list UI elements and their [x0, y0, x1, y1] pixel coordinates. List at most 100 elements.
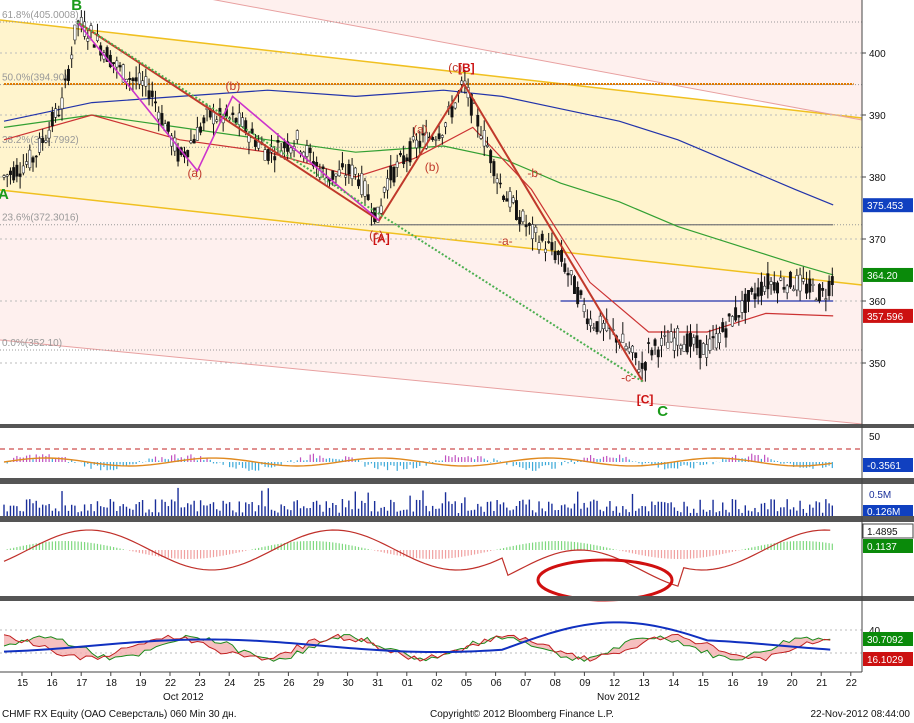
- macd-badge-1: [862, 523, 914, 539]
- x-tick-label: 16: [727, 678, 739, 689]
- candle-body: [389, 165, 393, 181]
- candle-body: [563, 263, 567, 272]
- y-tick-label: 400: [869, 49, 886, 60]
- candle-body: [753, 293, 757, 300]
- candles: [2, 10, 834, 382]
- candle-body: [531, 224, 535, 239]
- candle-body: [392, 166, 396, 183]
- volume-panel: 0.5M 0.126M: [3, 487, 913, 518]
- candle-body: [334, 173, 338, 177]
- candle-body: [266, 149, 270, 161]
- candle-body: [624, 345, 628, 350]
- candle-body: [141, 80, 145, 86]
- channel-line-upper: [0, 19, 863, 119]
- x-tick-label: 05: [461, 678, 473, 689]
- candle-body: [811, 283, 815, 286]
- x-tick-label: 26: [283, 678, 295, 689]
- candle-body: [582, 304, 586, 313]
- candle-body: [379, 205, 383, 214]
- y-tick-label: 350: [869, 359, 886, 370]
- candle-body: [373, 207, 377, 223]
- x-tick-label: 15: [698, 678, 710, 689]
- candle-body: [273, 156, 277, 161]
- candle-body: [689, 332, 692, 347]
- candle-body: [415, 139, 418, 149]
- candle-body: [634, 352, 638, 358]
- candle-body: [315, 161, 319, 167]
- x-tick-label: 02: [431, 678, 443, 689]
- candle-body: [363, 180, 367, 197]
- price-value-label: 364.20: [867, 271, 898, 282]
- candle-body: [15, 164, 19, 177]
- y-tick-label: 360: [869, 297, 886, 308]
- fib-label: 0.0%(352.10): [2, 338, 62, 349]
- candle-body: [672, 337, 676, 351]
- fib-label: 50.0%(394.90): [2, 73, 68, 84]
- x-tick-label: 13: [639, 678, 651, 689]
- candle-body: [321, 166, 325, 169]
- candle-body: [769, 281, 773, 285]
- candle-body: [763, 285, 767, 292]
- adx-line: [3, 621, 831, 654]
- yellow-channel: [0, 20, 862, 285]
- volume-badge: [863, 505, 913, 518]
- x-tick-label: 12: [609, 678, 621, 689]
- oscillator-tick-label: 50: [869, 432, 881, 443]
- candle-body: [666, 341, 670, 349]
- x-tick-label: 21: [816, 678, 828, 689]
- x-tick-label: 20: [787, 678, 799, 689]
- volume-tick-label: 0.5M: [869, 490, 891, 501]
- candle-body: [344, 175, 348, 178]
- candle-body: [750, 288, 754, 293]
- candle-body: [424, 131, 428, 149]
- candle-body: [105, 47, 109, 62]
- candle-body: [701, 343, 705, 355]
- candle-body: [282, 142, 286, 149]
- x-tick-label: 07: [520, 678, 532, 689]
- candle-body: [521, 210, 525, 222]
- y-tick-label: 380: [869, 173, 886, 184]
- x-tick-label: 19: [135, 678, 147, 689]
- candle-body: [724, 328, 728, 338]
- candle-body: [237, 112, 241, 126]
- candle-body: [589, 318, 593, 326]
- candle-body: [498, 182, 502, 185]
- candle-body: [54, 108, 58, 118]
- candle-body: [743, 293, 747, 313]
- candle-body: [8, 170, 12, 176]
- candle-body: [663, 335, 667, 337]
- x-tick-label: 16: [47, 678, 59, 689]
- candle-body: [647, 342, 651, 344]
- minor-wave-label: (a): [413, 123, 428, 137]
- candle-body: [695, 335, 699, 349]
- candle-body: [566, 273, 570, 276]
- candle-body: [450, 106, 454, 118]
- price-value-badge: [863, 267, 913, 282]
- month-label: Nov 2012: [597, 692, 640, 703]
- candle-body: [189, 140, 193, 144]
- candle-body: [166, 121, 170, 132]
- candle-body: [67, 68, 70, 81]
- minor-wave-label: (c): [448, 61, 462, 75]
- candle-body: [431, 137, 435, 140]
- candle-body: [350, 164, 354, 179]
- x-tick-label: 01: [402, 678, 414, 689]
- oscillator-badge: [863, 458, 913, 472]
- candle-body: [418, 140, 422, 148]
- panel-separator: [0, 478, 914, 484]
- candle-body: [788, 271, 792, 288]
- candle-body: [692, 337, 696, 345]
- candle-body: [682, 344, 686, 352]
- candle-body: [573, 276, 576, 294]
- candle-body: [337, 169, 341, 177]
- candle-body: [154, 101, 157, 104]
- month-label: Oct 2012: [163, 692, 204, 703]
- minor-wave-label: (b): [226, 79, 241, 93]
- candle-body: [57, 114, 61, 117]
- candle-body: [502, 195, 506, 200]
- wave-label-[A]: [A]: [373, 231, 390, 245]
- candle-body: [18, 173, 22, 177]
- x-tick-label: 25: [254, 678, 266, 689]
- macd-panel: 1.4895 0.1137: [3, 523, 914, 602]
